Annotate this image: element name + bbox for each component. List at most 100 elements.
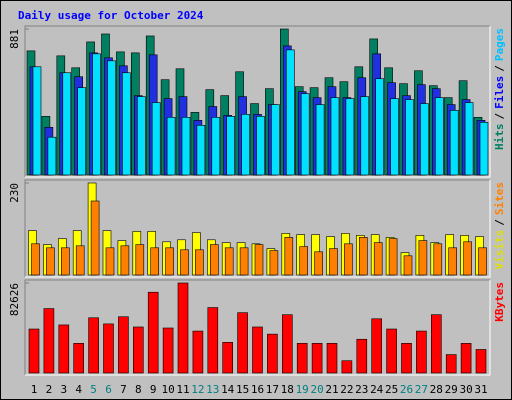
bar [75, 245, 85, 276]
bar [449, 110, 459, 176]
bar [271, 104, 280, 176]
bar [269, 250, 279, 276]
bar [224, 247, 234, 276]
bar [135, 244, 145, 276]
panel-border [24, 279, 490, 375]
bar [31, 243, 40, 276]
x-tick-label: 7 [120, 383, 127, 396]
x-tick-label: 25 [385, 383, 398, 396]
x-tick-label: 4 [75, 383, 82, 396]
bar [107, 60, 116, 176]
bar [296, 343, 308, 374]
legend-entry: Sites [493, 182, 506, 215]
bar [315, 104, 325, 176]
bar [211, 117, 221, 176]
panel-border [25, 280, 491, 376]
bar [418, 240, 428, 276]
bar [267, 333, 278, 374]
bar [222, 342, 233, 374]
bar [371, 318, 383, 374]
y-tick-label: 230 [8, 183, 21, 203]
legend-separator: / [493, 219, 506, 226]
x-tick-label: 9 [150, 383, 157, 396]
x-tick-label: 12 [191, 383, 204, 396]
x-tick-label: 11 [176, 383, 189, 396]
bar [405, 99, 414, 176]
bar [32, 66, 42, 176]
bar [73, 343, 84, 374]
bar [195, 249, 204, 276]
bar [281, 314, 293, 374]
bar [373, 242, 383, 276]
bar [162, 327, 174, 374]
legend-entry: Hits [493, 124, 506, 151]
x-tick-label: 26 [400, 383, 413, 396]
x-tick-label: 6 [105, 383, 112, 396]
bar [284, 237, 294, 276]
bar [118, 316, 129, 374]
bar [62, 72, 72, 176]
y-tick-label: 82626 [8, 283, 21, 316]
bar [47, 136, 57, 176]
bar [241, 114, 250, 176]
bar [151, 102, 161, 176]
x-tick-label: 31 [474, 383, 487, 396]
x-tick-label: 17 [266, 383, 279, 396]
chart-title: Daily usage for October 2024 [18, 9, 204, 22]
bar [390, 98, 399, 176]
legend-entry: Pages [493, 28, 506, 61]
bar [177, 282, 189, 374]
bar [166, 117, 176, 176]
bar [77, 87, 86, 176]
bar [344, 243, 353, 276]
x-tick-label: 27 [415, 383, 428, 396]
bar [360, 96, 370, 176]
bar [147, 291, 159, 374]
legend-separator: / [493, 113, 506, 120]
legend-entry: Visits [493, 230, 506, 270]
bar [28, 328, 40, 374]
bar [165, 247, 174, 276]
legend: Visits / Sites [493, 182, 506, 270]
bar [478, 247, 487, 276]
bar [386, 328, 397, 374]
bar [181, 117, 191, 176]
bar [207, 307, 219, 374]
bar [180, 249, 189, 276]
x-tick-label: 20 [310, 383, 323, 396]
x-tick-label: 2 [46, 383, 53, 396]
bar [210, 244, 219, 276]
bar [356, 338, 368, 374]
bar [388, 238, 398, 276]
x-tick-label: 14 [221, 383, 235, 396]
bar [43, 308, 55, 374]
bar [120, 245, 130, 276]
bar [196, 124, 206, 176]
y-tick-label: 881 [8, 29, 21, 49]
x-tick-label: 16 [251, 383, 264, 396]
x-tick-label: 19 [296, 383, 309, 396]
legend-entry: KBytes [493, 282, 506, 322]
bar [448, 247, 458, 276]
bar [329, 248, 338, 276]
bar [92, 53, 101, 176]
legend: Hits / Files / Pages [493, 28, 506, 150]
bar [252, 326, 263, 374]
x-tick-label: 24 [370, 383, 384, 396]
x-tick-label: 22 [340, 383, 353, 396]
bar [434, 97, 444, 176]
x-tick-label: 15 [236, 383, 249, 396]
bar [239, 247, 249, 276]
legend-separator: / [493, 65, 506, 72]
bar [192, 330, 204, 374]
bar [90, 200, 100, 276]
bar [479, 122, 489, 176]
bar [105, 247, 115, 276]
bar [122, 72, 131, 176]
x-tick-label: 23 [355, 383, 368, 396]
bar [285, 49, 295, 176]
bar [475, 349, 487, 374]
bar [88, 317, 99, 374]
bar [445, 354, 457, 374]
